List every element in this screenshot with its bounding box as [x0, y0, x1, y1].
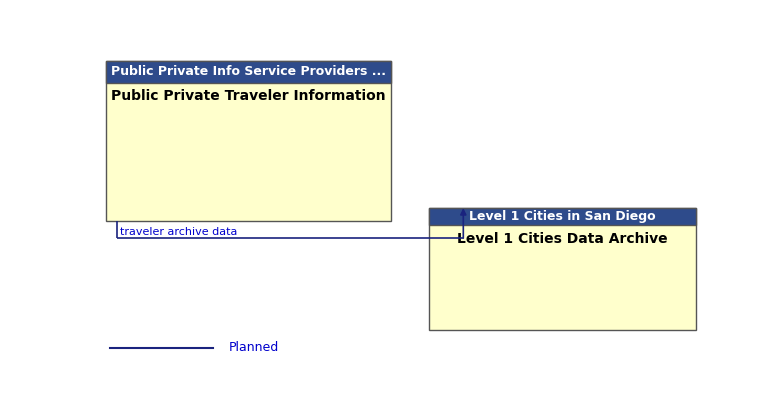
Text: Public Private Traveler Information: Public Private Traveler Information [111, 89, 386, 103]
Text: Level 1 Cities Data Archive: Level 1 Cities Data Archive [456, 232, 667, 246]
Text: Public Private Info Service Providers ...: Public Private Info Service Providers ..… [111, 65, 386, 78]
Text: traveler archive data: traveler archive data [120, 227, 237, 236]
Text: Planned: Planned [229, 341, 279, 354]
Bar [106, 61, 391, 221]
Bar [428, 208, 695, 330]
Text: Level 1 Cities in San Diego: Level 1 Cities in San Diego [469, 210, 655, 223]
Bar [428, 208, 695, 225]
Bar [106, 61, 391, 83]
